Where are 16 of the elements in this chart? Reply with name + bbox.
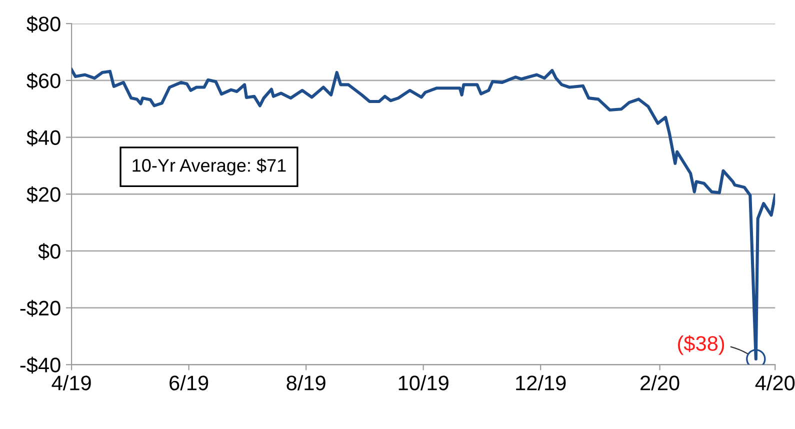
- x-tick-label: 6/19: [170, 375, 208, 390]
- y-tick-label: $0: [38, 243, 60, 260]
- y-tick-label: $20: [26, 186, 60, 204]
- annotation: ($38): [678, 335, 724, 355]
- y-tick-label: $40: [26, 129, 60, 146]
- annotation: 10-Yr Average: $71: [132, 158, 286, 176]
- y-tick-label: $80: [26, 16, 60, 33]
- x-tick-label: 8/19: [286, 375, 326, 390]
- x-tick-label: 2/20: [640, 375, 680, 390]
- y-tick-label: -$40: [20, 356, 60, 374]
- x-tick-label: 10/19: [398, 375, 448, 390]
- y-tick-label: $60: [26, 72, 60, 90]
- y-tick-label: -$20: [20, 300, 60, 317]
- x-tick-label: 12/19: [516, 375, 566, 390]
- x-tick-label: 4/20: [755, 375, 795, 390]
- x-tick-label: 4/19: [52, 375, 91, 390]
